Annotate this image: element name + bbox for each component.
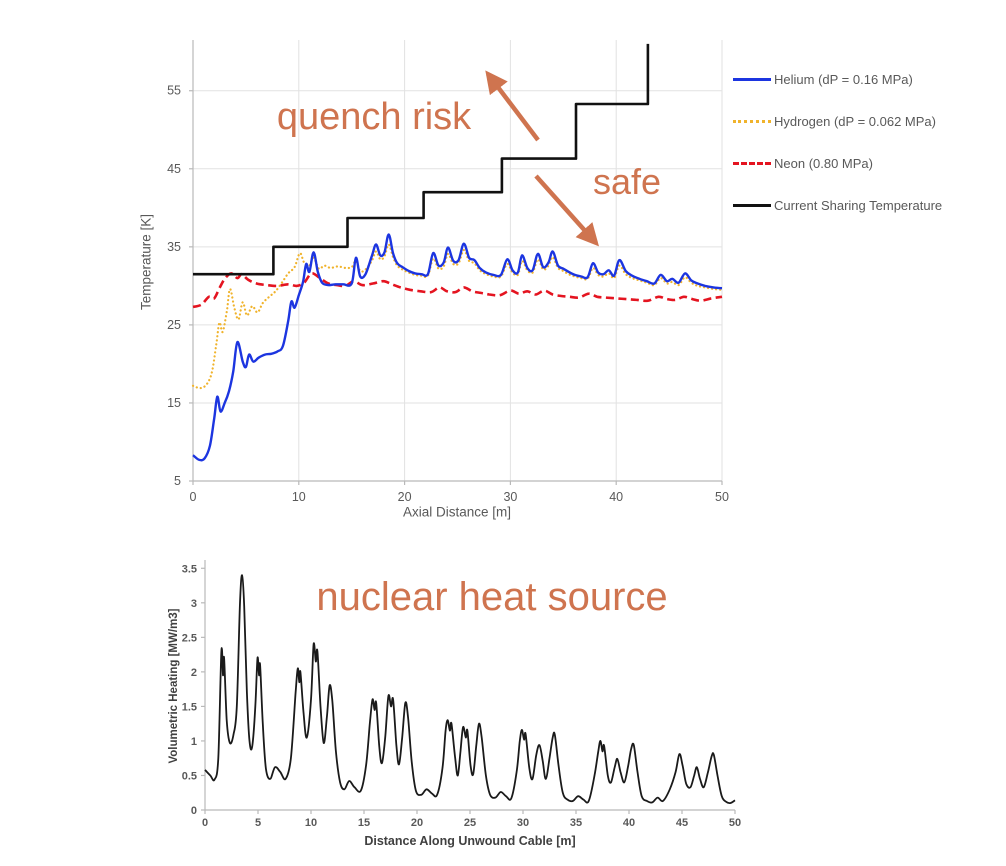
legend-item-cst: Current Sharing Temperature	[733, 197, 942, 213]
tick-label: 20	[398, 490, 412, 504]
legend-label-hydrogen: Hydrogen (dP = 0.062 MPa)	[774, 113, 936, 129]
tick-label: 1	[191, 736, 197, 748]
safe-annotation: safe	[592, 161, 662, 202]
tick-label: 50	[715, 490, 729, 504]
tick-label: 5	[255, 817, 261, 829]
cable-distance-x-axis-title: Distance Along Unwound Cable [m]	[364, 834, 576, 848]
tick-label: 15	[167, 396, 181, 410]
tick-label: 2	[191, 667, 197, 679]
nuclear-heat-source-annotation: nuclear heat source	[316, 575, 668, 619]
legend-item-hydrogen: Hydrogen (dP = 0.062 MPa)	[733, 113, 942, 129]
tick-label: 0	[190, 490, 197, 504]
legend-item-helium: Helium (dP = 0.16 MPa)	[733, 71, 942, 87]
legend-label-neon: Neon (0.80 MPa)	[774, 155, 873, 171]
volumetric-heating-y-axis-title: Volumetric Heating [MW/m3]	[168, 608, 180, 764]
tick-label: 50	[729, 817, 741, 829]
tick-label: 35	[570, 817, 582, 829]
series-line-2	[192, 272, 723, 309]
legend: Helium (dP = 0.16 MPa) Hydrogen (dP = 0.…	[733, 71, 942, 213]
tick-label: 40	[609, 490, 623, 504]
tick-label: 40	[623, 817, 635, 829]
legend-item-neon: Neon (0.80 MPa)	[733, 155, 942, 171]
temperature-y-axis-title: Temperature [K]	[138, 213, 154, 311]
hydrogen-line-swatch	[733, 119, 771, 123]
tick-label: 10	[305, 817, 317, 829]
tick-label: 15	[358, 817, 370, 829]
series-line-3	[193, 43, 650, 276]
tick-label: 10	[292, 490, 306, 504]
tick-label: 0	[191, 805, 197, 817]
current-sharing-temperature-line-swatch	[733, 203, 771, 207]
tick-label: 2.5	[182, 632, 197, 644]
tick-label: 25	[167, 318, 181, 332]
tick-label: 45	[167, 162, 181, 176]
tick-label: 30	[503, 490, 517, 504]
neon-line-swatch	[733, 161, 771, 165]
tick-label: 1.5	[182, 701, 197, 713]
series-line-0	[192, 233, 723, 462]
tick-label: 3	[191, 598, 197, 610]
tick-label: 20	[411, 817, 423, 829]
tick-label: 0.5	[182, 770, 197, 782]
tick-label: 5	[174, 474, 181, 488]
safe-arrow-icon	[534, 174, 600, 247]
tick-label: 3.5	[182, 563, 197, 575]
series-line-1	[191, 243, 724, 390]
series-line-0	[204, 574, 736, 805]
tick-label: 30	[517, 817, 529, 829]
tick-label: 45	[676, 817, 688, 829]
tick-label: 25	[464, 817, 476, 829]
tick-label: 0	[202, 817, 208, 829]
legend-label-helium: Helium (dP = 0.16 MPa)	[774, 71, 913, 87]
tick-label: 55	[167, 84, 181, 98]
axial-distance-x-axis-title: Axial Distance [m]	[402, 504, 512, 520]
helium-line-swatch	[733, 77, 771, 81]
quench-risk-annotation: quench risk	[276, 96, 472, 138]
legend-label-cst: Current Sharing Temperature	[774, 197, 943, 213]
quench-risk-arrow-icon	[485, 70, 540, 142]
tick-label: 35	[167, 240, 181, 254]
